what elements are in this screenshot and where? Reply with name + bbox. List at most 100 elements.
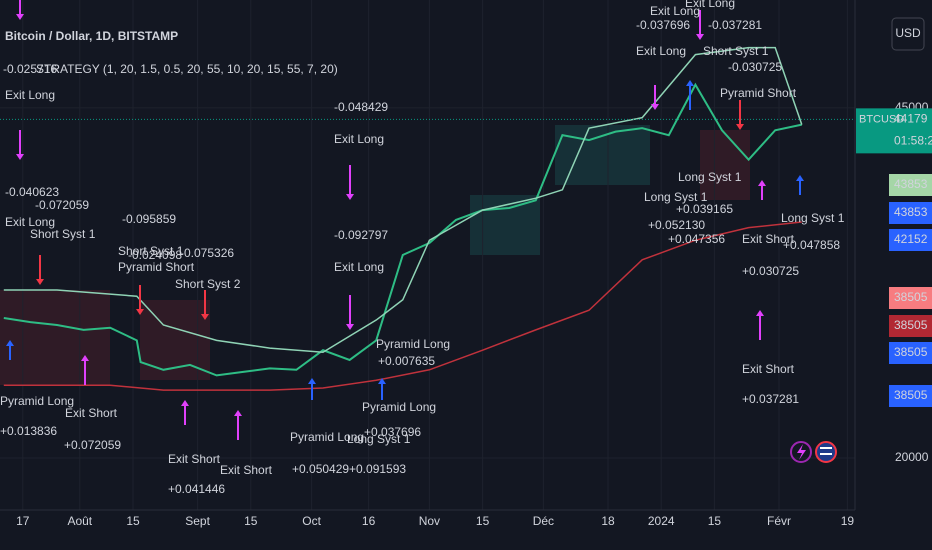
signal-annotation: Exit Short [742, 362, 795, 376]
signal-annotation: Long Syst 1 [347, 432, 411, 446]
signal-annotation: Short Syst 2 [175, 277, 241, 291]
signal-annotation: Pyramid Long [376, 337, 450, 351]
last-price-box [856, 108, 932, 154]
x-tick-label: 16 [362, 514, 376, 528]
signal-annotation: +0.013836 [0, 424, 57, 438]
x-tick-label: Sept [185, 514, 210, 528]
series-line [3, 46, 803, 354]
arrow-head [796, 175, 804, 181]
flag-stripe [820, 453, 832, 455]
signal-annotation: Exit Short [168, 452, 221, 466]
signal-annotation: Exit Long [334, 260, 384, 274]
signal-annotation: Exit Long [5, 88, 55, 102]
arrow-head [346, 194, 354, 200]
signal-annotation: +0.050429 [292, 462, 349, 476]
arrow-head [234, 410, 242, 416]
signal-annotation: +0.041446 [168, 482, 225, 496]
x-tick-label: 19 [841, 514, 855, 528]
currency[interactable]: USD [895, 26, 921, 40]
signal-annotation: Short Syst 1 [703, 44, 769, 58]
plot [0, 46, 855, 391]
price-label-box [889, 229, 932, 251]
price-label: 43853 [894, 205, 928, 219]
signal-annotation: -0.025716 [3, 62, 57, 76]
x-tick-label: Août [67, 514, 92, 528]
signal-annotation: -0.072059 [35, 198, 89, 212]
annotations: -0.025716 Exit Long -0.048429 Exit Long -0.0… [0, 0, 845, 496]
signal-annotation: +0.047858 [783, 238, 840, 252]
arrow-head [651, 104, 659, 110]
signal-annotation: -0.095859 [122, 212, 176, 226]
signal-annotation: -0.030725 [728, 60, 782, 74]
chart-title: Bitcoin / Dollar, 1D, BITSTAMP [5, 29, 178, 43]
signal-annotation: Exit Short [65, 406, 118, 420]
arrow-head [736, 124, 744, 130]
price-label: 38505 [894, 318, 928, 332]
signal-annotation: -0.092797 [334, 228, 388, 242]
price-label-box [889, 174, 932, 196]
price-label: 43853 [894, 177, 928, 191]
x-tick-label: Nov [419, 514, 440, 528]
signal-annotation: +0.091593 [349, 462, 406, 476]
signal-annotation: -0.024098 [128, 248, 182, 262]
signal-annotation: +0.007635 [378, 354, 435, 368]
x-tick-label: 2024 [648, 514, 675, 528]
x-tick-label: 15 [126, 514, 140, 528]
signal-annotation: Exit Long [685, 0, 735, 10]
last-price: 44179 [894, 112, 928, 126]
signal-annotation: Pyramid Long [290, 430, 364, 444]
signal-annotation: +0.047356 [668, 232, 725, 246]
lightning [797, 444, 806, 460]
long-zone [470, 195, 540, 255]
signal-annotation: Exit Long [334, 132, 384, 146]
long-zone [555, 125, 650, 185]
symbol-label: BTCUSD [859, 113, 904, 125]
arrow-head [686, 80, 694, 86]
short-zone [0, 290, 110, 385]
price-label: 42152 [894, 232, 928, 246]
signal-annotation: +0.039165 [676, 202, 733, 216]
signal-arrows [6, 0, 804, 440]
price-label: 38505 [894, 345, 928, 359]
signal-annotation: Exit Long [636, 44, 686, 58]
signal-annotation: +0.052130 [648, 218, 705, 232]
signal-annotation: Pyramid Long [0, 394, 74, 408]
signal-annotation: Short Syst 1 [30, 227, 96, 241]
signal-annotation: -0.048429 [334, 100, 388, 114]
currency-button[interactable] [891, 17, 925, 51]
arrow-head [758, 180, 766, 186]
arrow-head [201, 314, 209, 320]
signal-annotation: Exit Short [220, 463, 273, 477]
signal-annotation: -0.075326 [180, 246, 234, 260]
x-tick-label: Oct [302, 514, 321, 528]
alert-icon[interactable] [790, 441, 812, 463]
price-axis: 2000045000BTCUSD4417901:58:2843853438534… [856, 100, 932, 464]
strategy-label: STRATEGY (1, 20, 1.5, 0.5, 20, 55, 10, 2… [36, 62, 338, 76]
series-line [3, 221, 802, 391]
signal-annotation: +0.072059 [64, 438, 121, 452]
arrow-head [16, 14, 24, 20]
arrow-head [756, 310, 764, 316]
y-tick-label: 20000 [895, 450, 929, 464]
arrow-head [81, 355, 89, 361]
signal-annotation: -0.040623 [5, 185, 59, 199]
price-label-box [889, 315, 932, 337]
price-label: 38505 [894, 388, 928, 402]
signal-annotation: Pyramid Short [720, 86, 797, 100]
x-tick-label: Déc [533, 514, 554, 528]
arrow-head [308, 378, 316, 384]
price-label: 38505 [894, 290, 928, 304]
signal-annotation: +0.037281 [742, 392, 799, 406]
signal-annotation: Long Syst 1 [644, 190, 708, 204]
arrow-head [346, 324, 354, 330]
x-tick-label: 15 [476, 514, 490, 528]
price-label-box [889, 287, 932, 309]
x-tick-label: 15 [244, 514, 258, 528]
signal-annotation: Pyramid Short [118, 260, 195, 274]
arrow-head [181, 400, 189, 406]
flag-icon[interactable] [815, 441, 837, 463]
arrow-head [696, 34, 704, 40]
signal-annotation: Long Syst 1 [678, 170, 742, 184]
